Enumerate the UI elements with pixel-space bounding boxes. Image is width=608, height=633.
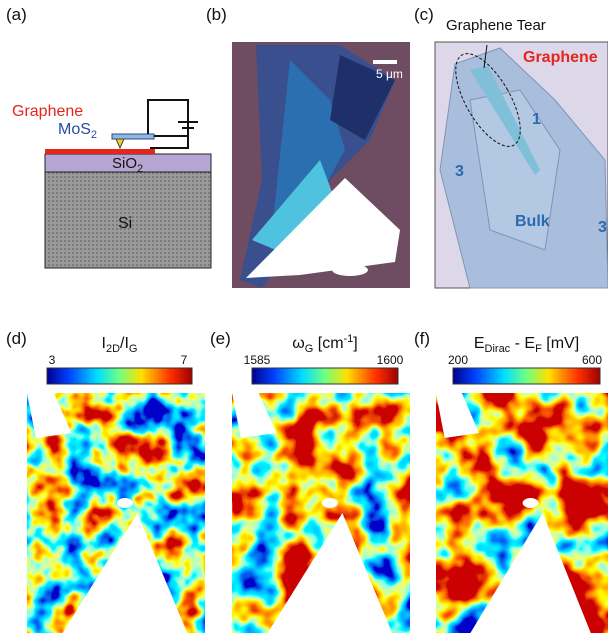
- text-part: [cm: [313, 335, 343, 352]
- map-void: [232, 393, 393, 633]
- text-part: MoS: [58, 121, 91, 138]
- text-part: 2: [137, 163, 143, 175]
- circuit: [147, 99, 189, 149]
- text-part: SiO: [112, 155, 137, 172]
- panel-label: (d): [6, 329, 27, 348]
- colorbar-tick-label: 1600: [377, 353, 404, 367]
- colorbar-tick-label: 3: [49, 353, 56, 367]
- text-part: ω: [292, 335, 305, 352]
- text-part: G: [305, 343, 314, 355]
- label-graphene: Graphene: [12, 103, 83, 120]
- colorbar-title: EDirac - EF [mV]: [474, 335, 579, 355]
- text-part: Dirac: [485, 343, 511, 355]
- battery: [178, 121, 198, 129]
- optical-image: [232, 42, 410, 288]
- map-void: [27, 393, 188, 633]
- cantilever: [111, 133, 155, 140]
- text-part: 2D: [106, 343, 120, 355]
- colorbar-title: I2D/IG: [102, 335, 138, 355]
- map-void: [522, 498, 539, 508]
- map-void: [116, 498, 133, 508]
- text-part: 2: [91, 129, 97, 141]
- graphene-label: Graphene: [523, 49, 598, 66]
- text-part: - E: [510, 335, 535, 352]
- colorbar-tick-label: 600: [582, 353, 602, 367]
- colorbar-title: ωG [cm-1]: [292, 333, 358, 355]
- graphene-layer: [45, 149, 155, 154]
- label-sio2: SiO2: [112, 155, 143, 175]
- scale-bar-label: 5 μm: [376, 67, 403, 81]
- map-void: [436, 393, 591, 633]
- text-part: F: [535, 343, 542, 355]
- text-part: -1: [344, 333, 354, 345]
- colorbar-tick-label: 1585: [244, 353, 271, 367]
- colorbar: [251, 367, 399, 385]
- label-mos2: MoS2: [58, 121, 97, 141]
- colorbar-tick-label: 7: [181, 353, 188, 367]
- text-part: [mV]: [542, 335, 579, 352]
- colorbar: [452, 367, 601, 385]
- tip: [115, 138, 125, 150]
- panel-label: (b): [206, 5, 227, 24]
- region-label: 3: [598, 219, 607, 236]
- panel-label: (c): [414, 5, 434, 24]
- text-part: I: [102, 335, 106, 352]
- colorbar-tick-label: 200: [448, 353, 468, 367]
- region-label: 1: [532, 111, 541, 128]
- panel-label: (e): [210, 329, 231, 348]
- schematic-image: [434, 41, 608, 289]
- map-void: [321, 498, 338, 508]
- colorbar: [46, 367, 193, 385]
- si-layer: [44, 171, 212, 269]
- region-label: Bulk: [515, 213, 550, 230]
- panel-label: (f): [414, 329, 430, 348]
- text-part: G: [129, 343, 138, 355]
- text-part: /I: [120, 335, 129, 352]
- label-si: Si: [118, 215, 132, 232]
- text-part: ]: [353, 335, 357, 352]
- map-panels: (d) I2D/IG3 7(e) ωG [cm-1]1585 1600(f) EDirac…: [6, 329, 608, 633]
- tear-label: Graphene Tear: [446, 17, 546, 34]
- region-label: 3: [455, 163, 464, 180]
- panel-label: (a): [6, 5, 27, 24]
- text-part: E: [474, 335, 485, 352]
